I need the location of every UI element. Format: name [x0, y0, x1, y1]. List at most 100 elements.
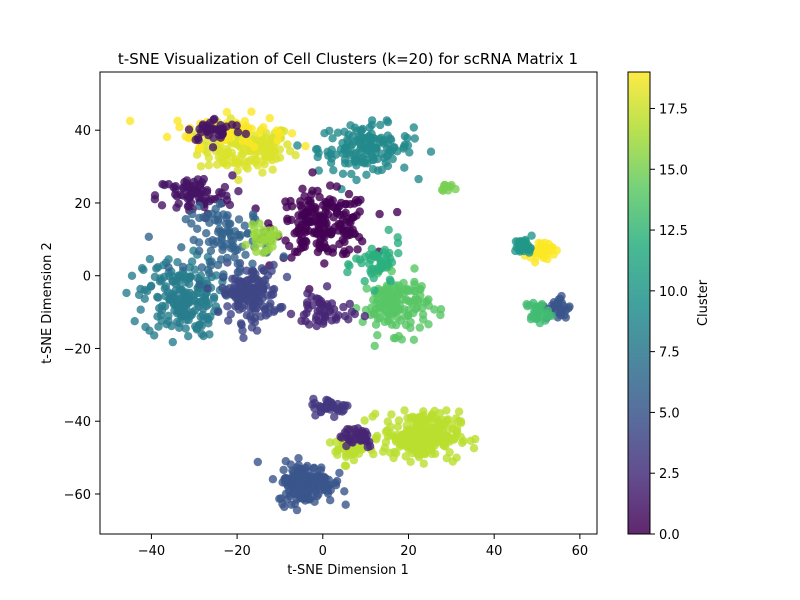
colorbar-tick-label: 0.0: [659, 528, 680, 543]
colorbar-frame: [627, 71, 651, 535]
scatter-point-cluster-16: [250, 225, 259, 234]
scatter-point-cluster-2: [365, 442, 375, 451]
scatter-point-cluster-0: [358, 237, 367, 246]
scatter-point-cluster-0: [310, 208, 319, 218]
scatter-point-cluster-8: [177, 305, 186, 314]
scatter-point-cluster-4: [268, 290, 278, 299]
scatter-point-cluster-18: [285, 146, 295, 156]
scatter-point-cluster-19: [244, 138, 253, 147]
scatter-point-cluster-9: [364, 131, 374, 141]
scatter-point-cluster-16: [264, 245, 274, 254]
scatter-point-cluster-17: [426, 427, 436, 436]
scatter-point-cluster-8: [127, 271, 137, 280]
scatter-point-cluster-4: [267, 266, 276, 276]
scatter-point-cluster-19: [181, 132, 190, 141]
scatter-point-cluster-3: [311, 411, 320, 420]
scatter-point-cluster-12: [373, 251, 382, 261]
scatter-point-cluster-0: [393, 207, 402, 217]
scatter-point-cluster-2: [312, 321, 321, 331]
scatter-point-cluster-4: [228, 274, 237, 283]
scatter-point-cluster-8: [181, 324, 190, 333]
scatter-point-cluster-10: [520, 239, 529, 248]
scatter-point-cluster-14: [420, 298, 429, 307]
scatter-point-cluster-5: [556, 310, 565, 320]
scatter-point-cluster-1: [160, 180, 169, 190]
scatter-point-cluster-4: [233, 296, 242, 305]
scatter-point-cluster-0: [345, 245, 354, 254]
scatter-point-cluster-1: [150, 195, 160, 204]
scatter-point-cluster-1: [184, 125, 194, 134]
scatter-point-cluster-8: [153, 312, 162, 321]
scatter-point-cluster-9: [360, 142, 369, 152]
scatter-point-cluster-18: [258, 157, 268, 166]
scatter-point-cluster-4: [255, 297, 264, 307]
scatter-point-cluster-19: [175, 123, 184, 132]
scatter-point-cluster-5: [318, 473, 327, 482]
scatter-point-cluster-9: [426, 147, 436, 156]
scatter-points: [122, 107, 574, 515]
scatter-point-cluster-19: [534, 238, 543, 248]
scatter-point-cluster-13: [522, 300, 531, 309]
scatter-point-cluster-3: [325, 399, 334, 408]
scatter-point-cluster-9: [348, 140, 357, 149]
scatter-point-cluster-0: [292, 227, 301, 236]
scatter-point-cluster-4: [270, 306, 279, 315]
scatter-point-cluster-13: [526, 315, 536, 324]
scatter-point-cluster-9: [390, 143, 399, 152]
scatter-point-cluster-15: [443, 182, 453, 191]
scatter-point-cluster-8: [190, 265, 199, 274]
scatter-point-cluster-9: [329, 166, 338, 175]
scatter-point-cluster-0: [328, 196, 337, 205]
scatter-point-cluster-8: [150, 331, 159, 340]
scatter-point-cluster-5: [297, 486, 306, 495]
scatter-point-cluster-17: [387, 410, 396, 419]
scatter-point-cluster-4: [250, 318, 260, 327]
y-tick-label: −20: [64, 342, 91, 357]
scatter-point-cluster-1: [157, 201, 167, 210]
colorbar-tick-label: 5.0: [659, 406, 680, 421]
scatter-point-cluster-1: [234, 187, 243, 196]
scatter-point-cluster-4: [239, 333, 248, 343]
scatter-point-cluster-0: [308, 186, 317, 195]
scatter-point-cluster-0: [281, 197, 290, 206]
scatter-point-cluster-5: [268, 475, 278, 484]
scatter-point-cluster-9: [346, 150, 355, 159]
scatter-point-cluster-6: [206, 261, 215, 270]
scatter-point-cluster-6: [178, 262, 188, 272]
scatter-point-cluster-15: [451, 184, 460, 194]
scatter-point-cluster-5: [320, 484, 329, 494]
scatter-point-cluster-0: [339, 227, 348, 237]
scatter-point-cluster-5: [296, 478, 306, 487]
scatter-point-cluster-6: [219, 270, 228, 279]
scatter-point-cluster-8: [175, 323, 184, 332]
scatter-point-cluster-2: [345, 299, 354, 309]
scatter-point-cluster-5: [281, 474, 290, 483]
scatter-point-cluster-18: [204, 153, 214, 162]
scatter-point-cluster-0: [303, 206, 312, 215]
scatter-point-cluster-0: [306, 196, 315, 205]
scatter-point-cluster-0: [287, 215, 296, 225]
scatter-point-cluster-0: [326, 181, 335, 190]
scatter-point-cluster-9: [369, 142, 378, 152]
scatter-point-cluster-6: [195, 246, 204, 256]
scatter-point-cluster-4: [266, 299, 275, 308]
scatter-point-cluster-14: [379, 292, 388, 302]
scatter-point-cluster-14: [382, 301, 391, 310]
scatter-point-cluster-14: [410, 264, 419, 273]
scatter-point-cluster-9: [403, 141, 413, 150]
scatter-point-cluster-4: [249, 267, 258, 276]
scatter-point-cluster-0: [333, 207, 342, 216]
scatter-point-cluster-6: [209, 240, 218, 249]
scatter-point-cluster-17: [442, 406, 451, 415]
scatter-point-cluster-9: [293, 141, 302, 150]
scatter-point-cluster-9: [351, 157, 360, 167]
scatter-point-cluster-0: [350, 199, 359, 208]
scatter-point-cluster-9: [386, 134, 395, 143]
x-axis-label: t-SNE Dimension 1: [287, 563, 409, 578]
scatter-point-cluster-4: [214, 307, 223, 317]
scatter-point-cluster-1: [220, 182, 230, 192]
scatter-point-cluster-1: [210, 114, 219, 124]
scatter-point-cluster-6: [240, 221, 249, 230]
scatter-point-cluster-17: [412, 439, 421, 448]
y-tick-label: −40: [64, 415, 91, 430]
